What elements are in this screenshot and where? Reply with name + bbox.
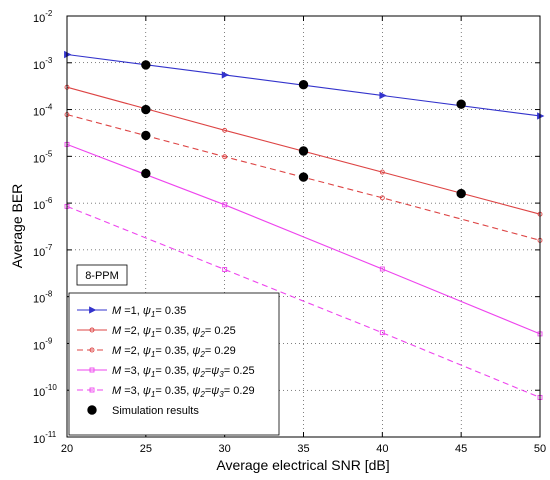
annotation-box: 8-PPM [76,264,128,286]
legend-label: M =3, ψ1= 0.35, ψ2=ψ3= 0.29 [112,385,255,399]
data-point [379,266,385,272]
annotation-text: 8-PPM [85,270,119,282]
y-tick-label: 10-4 [33,103,53,119]
y-tick-label: 10-5 [33,149,53,165]
x-tick-label: 45 [455,443,467,455]
legend-entry: M =1, ψ1= 0.35 [77,305,186,319]
data-point [379,169,385,175]
data-point [141,60,151,70]
data-point [141,168,151,179]
data-point [141,104,151,115]
legend: M =1, ψ1= 0.35 M =2, ψ1= 0.35, ψ2= 0.25 M … [68,292,280,436]
x-axis-title: Average electrical SNR [dB] [216,457,389,473]
legend-frame [68,292,280,436]
legend-marker [89,367,95,373]
legend-label: M =2, ψ1= 0.35, ψ2= 0.29 [112,345,236,359]
data-point [222,267,228,272]
legend-entry: Simulation results [87,405,199,417]
series-line [66,205,541,399]
legend-label: M =1, ψ1= 0.35 [112,305,186,319]
legend-marker [89,306,97,314]
x-tick-label: 35 [297,443,309,455]
x-tick-label: 50 [534,443,546,455]
y-tick-label: 10-9 [33,336,53,352]
y-tick-label: 10-3 [33,56,53,72]
x-tick-label: 40 [376,443,388,455]
x-tick-label: 30 [219,443,231,455]
y-axis-title: Average BER [9,184,25,269]
data-point [379,330,385,336]
data-point [298,79,309,90]
data-point [298,172,309,182]
y-tick-label: 10-11 [33,430,57,446]
data-point [456,188,466,199]
legend-marker [89,387,95,393]
data-point [379,195,385,201]
y-tick-label: 10-6 [33,196,53,212]
legend-entry: M =3, ψ1= 0.35, ψ2=ψ3= 0.25 [77,365,255,379]
grid-lines [66,16,541,437]
legend-label: M =2, ψ1= 0.35, ψ2= 0.25 [112,325,236,339]
y-tick-label: 10-7 [33,243,53,259]
series-6 [141,60,466,199]
data-point [456,99,466,109]
y-tick-label: 10-2 [33,9,53,25]
data-point [222,202,228,208]
legend-entry: M =2, ψ1= 0.35, ψ2= 0.25 [77,325,236,339]
y-tick-label: 10-8 [33,290,53,306]
y-tick-label: 10-10 [33,383,57,399]
data-point [222,154,228,160]
annotation-frame [76,264,128,286]
data-point [379,91,387,100]
x-tick-label: 20 [61,443,73,455]
legend-marker [89,327,95,333]
x-tick-label: 25 [140,443,152,455]
data-point [141,130,151,141]
legend-label: Simulation results [112,405,199,417]
data-point [221,71,230,79]
legend-marker [89,347,95,353]
legend-entry: M =2, ψ1= 0.35, ψ2= 0.29 [77,345,236,359]
data-point [222,127,228,133]
data-point [298,146,309,156]
legend-entry: M =3, ψ1= 0.35, ψ2=ψ3= 0.29 [77,385,255,399]
legend-marker [87,405,97,415]
legend-label: M =3, ψ1= 0.35, ψ2=ψ3= 0.25 [112,365,255,379]
